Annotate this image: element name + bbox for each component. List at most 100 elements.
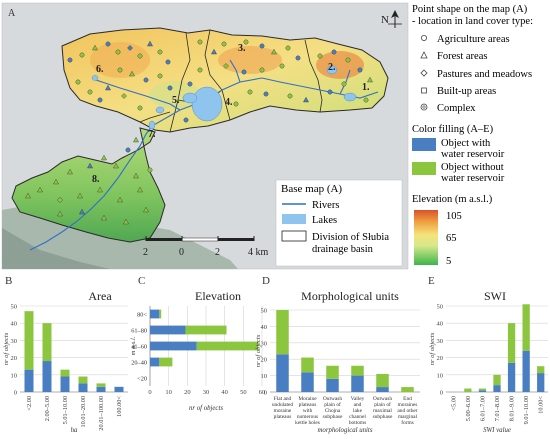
bar-without-reservoir: [351, 365, 364, 376]
scale-bar: 2 0 2 4 km: [143, 236, 269, 258]
fill-legend-title: Color filling (A–E): [412, 124, 494, 135]
x-tick-label: marginal: [398, 414, 418, 420]
bar-without-reservoir: [478, 388, 487, 391]
x-tick-label: 20.01–100.00: [98, 396, 105, 431]
upland-patch: [316, 51, 364, 79]
map-sample-point: [241, 69, 247, 75]
panel-letter: C: [138, 275, 145, 287]
bar-with-reservoir: [276, 354, 289, 392]
x-tick-label: plain of: [374, 401, 391, 408]
x-axis-label: nr of objects: [189, 405, 223, 412]
bar-without-reservoir: [96, 383, 106, 387]
bar-with-reservoir: [301, 372, 314, 392]
scale-tick: 0: [179, 247, 184, 258]
map-sample-point: [105, 41, 111, 47]
x-tick-label: Moraine: [298, 396, 317, 402]
bar-without-reservoir: [42, 323, 52, 362]
x-tick-label: 40: [221, 389, 228, 396]
map-sample-point: [143, 77, 149, 83]
bar-with-reservoir: [114, 386, 124, 392]
region-label: 7.: [148, 129, 156, 140]
map-sample-point: [211, 48, 217, 55]
map-sample-point: [127, 45, 133, 51]
elevation-legend-title: Elevation (m a.s.l.): [412, 194, 493, 205]
legend-forest: Forest areas: [437, 51, 487, 62]
x-tick-label: Chojna: [325, 408, 341, 414]
panel-letter: B: [5, 275, 12, 287]
x-axis-label: morphological units: [318, 427, 373, 434]
x-tick-label: plain of: [324, 401, 341, 408]
y-tick-label: <20: [137, 375, 147, 382]
map-sample-point: [147, 40, 153, 47]
chart-title: Elevation: [195, 289, 241, 303]
y-tick-label: 10: [437, 372, 444, 379]
x-tick-label: subphase: [323, 414, 343, 420]
chart-morphological-units: D Morphological units 0 10 20 30 40 50 Flat andu…: [255, 275, 420, 434]
square-icon: [421, 87, 427, 94]
x-tick-label: 8.01–9.00: [509, 396, 516, 421]
elevation-tick-high: 105: [446, 211, 462, 222]
x-tick-label: plateaus: [274, 414, 292, 420]
map-sample-point: [121, 93, 127, 99]
rivers: [29, 59, 379, 251]
point-legend-title: Point shape on the map (A): [412, 4, 528, 15]
base-map-title: Base map (A): [281, 183, 342, 195]
diamond-icon: [420, 69, 428, 77]
y-tick-label: 41–60: [131, 343, 147, 350]
coast-strip: [2, 228, 110, 269]
sample-points: [25, 39, 373, 225]
southern-basin: [11, 127, 166, 243]
bar-without-reservoir: [24, 311, 34, 370]
chart-title: Area: [88, 289, 112, 303]
bar-with-reservoir: [537, 373, 545, 392]
map-sample-point: [341, 81, 347, 87]
bar-with-reservoir: [42, 361, 52, 392]
x-tick-label: kettle holes: [295, 420, 320, 426]
x-tick-label: plateaus: [299, 402, 317, 408]
map-sample-point: [317, 53, 323, 59]
y-tick-label: 50: [437, 304, 444, 311]
x-tick-label: undulated: [272, 402, 294, 408]
x-tick-label: 50: [240, 389, 247, 396]
region-label: 3.: [238, 43, 246, 54]
bar-with-reservoir: [150, 357, 160, 367]
bar-without-reservoir: [507, 323, 516, 363]
map-sample-point: [67, 168, 73, 175]
map-sample-point: [87, 162, 93, 169]
triangle-icon: [420, 51, 428, 59]
legend-builtup: Built-up areas: [437, 86, 496, 97]
bar-with-reservoir: [351, 375, 364, 392]
bar-without-reservoir: [60, 369, 70, 377]
y-tick-label: 20: [261, 357, 268, 364]
x-tick-label: with: [303, 408, 313, 414]
bar-with-reservoir: [493, 385, 501, 392]
upland-patch: [218, 46, 282, 74]
circle-icon: [420, 35, 427, 42]
y-tick-label: 61–80: [131, 327, 147, 334]
bar-without-reservoir: [522, 304, 530, 351]
x-tick-label: 6.01–7.00: [479, 396, 486, 421]
lakes: [91, 65, 357, 130]
bar-without-reservoir: [78, 376, 88, 384]
panel-letter: D: [262, 275, 270, 287]
x-tick-label: End: [403, 396, 412, 402]
north-arrow-icon: N: [381, 10, 402, 28]
legend-lakes-label: Lakes: [312, 215, 337, 226]
map-sample-point: [243, 39, 249, 45]
legend-division-label-2: drainage basin: [312, 244, 374, 255]
map-sample-point: [197, 67, 203, 73]
map-sample-point: [331, 49, 337, 55]
bar-with-reservoir: [376, 387, 389, 392]
bar-with-reservoir: [150, 325, 186, 335]
map-sample-point: [97, 97, 103, 103]
ring-icon-inner: [422, 105, 426, 109]
x-tick-label: 5.00–6.00: [465, 396, 472, 421]
y-axis-label: nr of objects: [255, 334, 262, 367]
without-reservoir-swatch: [412, 162, 436, 175]
map-sample-point: [287, 93, 293, 99]
map-sample-point: [125, 147, 131, 153]
x-tick-label: and: [354, 402, 362, 408]
x-tick-label: 9.01–10.00: [523, 396, 530, 424]
base-map-legend: Base map (A) Rivers Lakes Division of Sł…: [275, 179, 403, 267]
bar-with-reservoir: [150, 309, 160, 319]
